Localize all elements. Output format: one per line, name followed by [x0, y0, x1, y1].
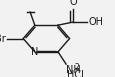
Text: 2: 2	[74, 63, 79, 72]
Text: NH: NH	[66, 65, 80, 75]
Text: N: N	[31, 47, 38, 57]
Text: OH: OH	[87, 17, 102, 27]
Text: HCl: HCl	[66, 70, 83, 77]
Text: Br: Br	[0, 33, 6, 44]
Text: O: O	[69, 0, 76, 7]
